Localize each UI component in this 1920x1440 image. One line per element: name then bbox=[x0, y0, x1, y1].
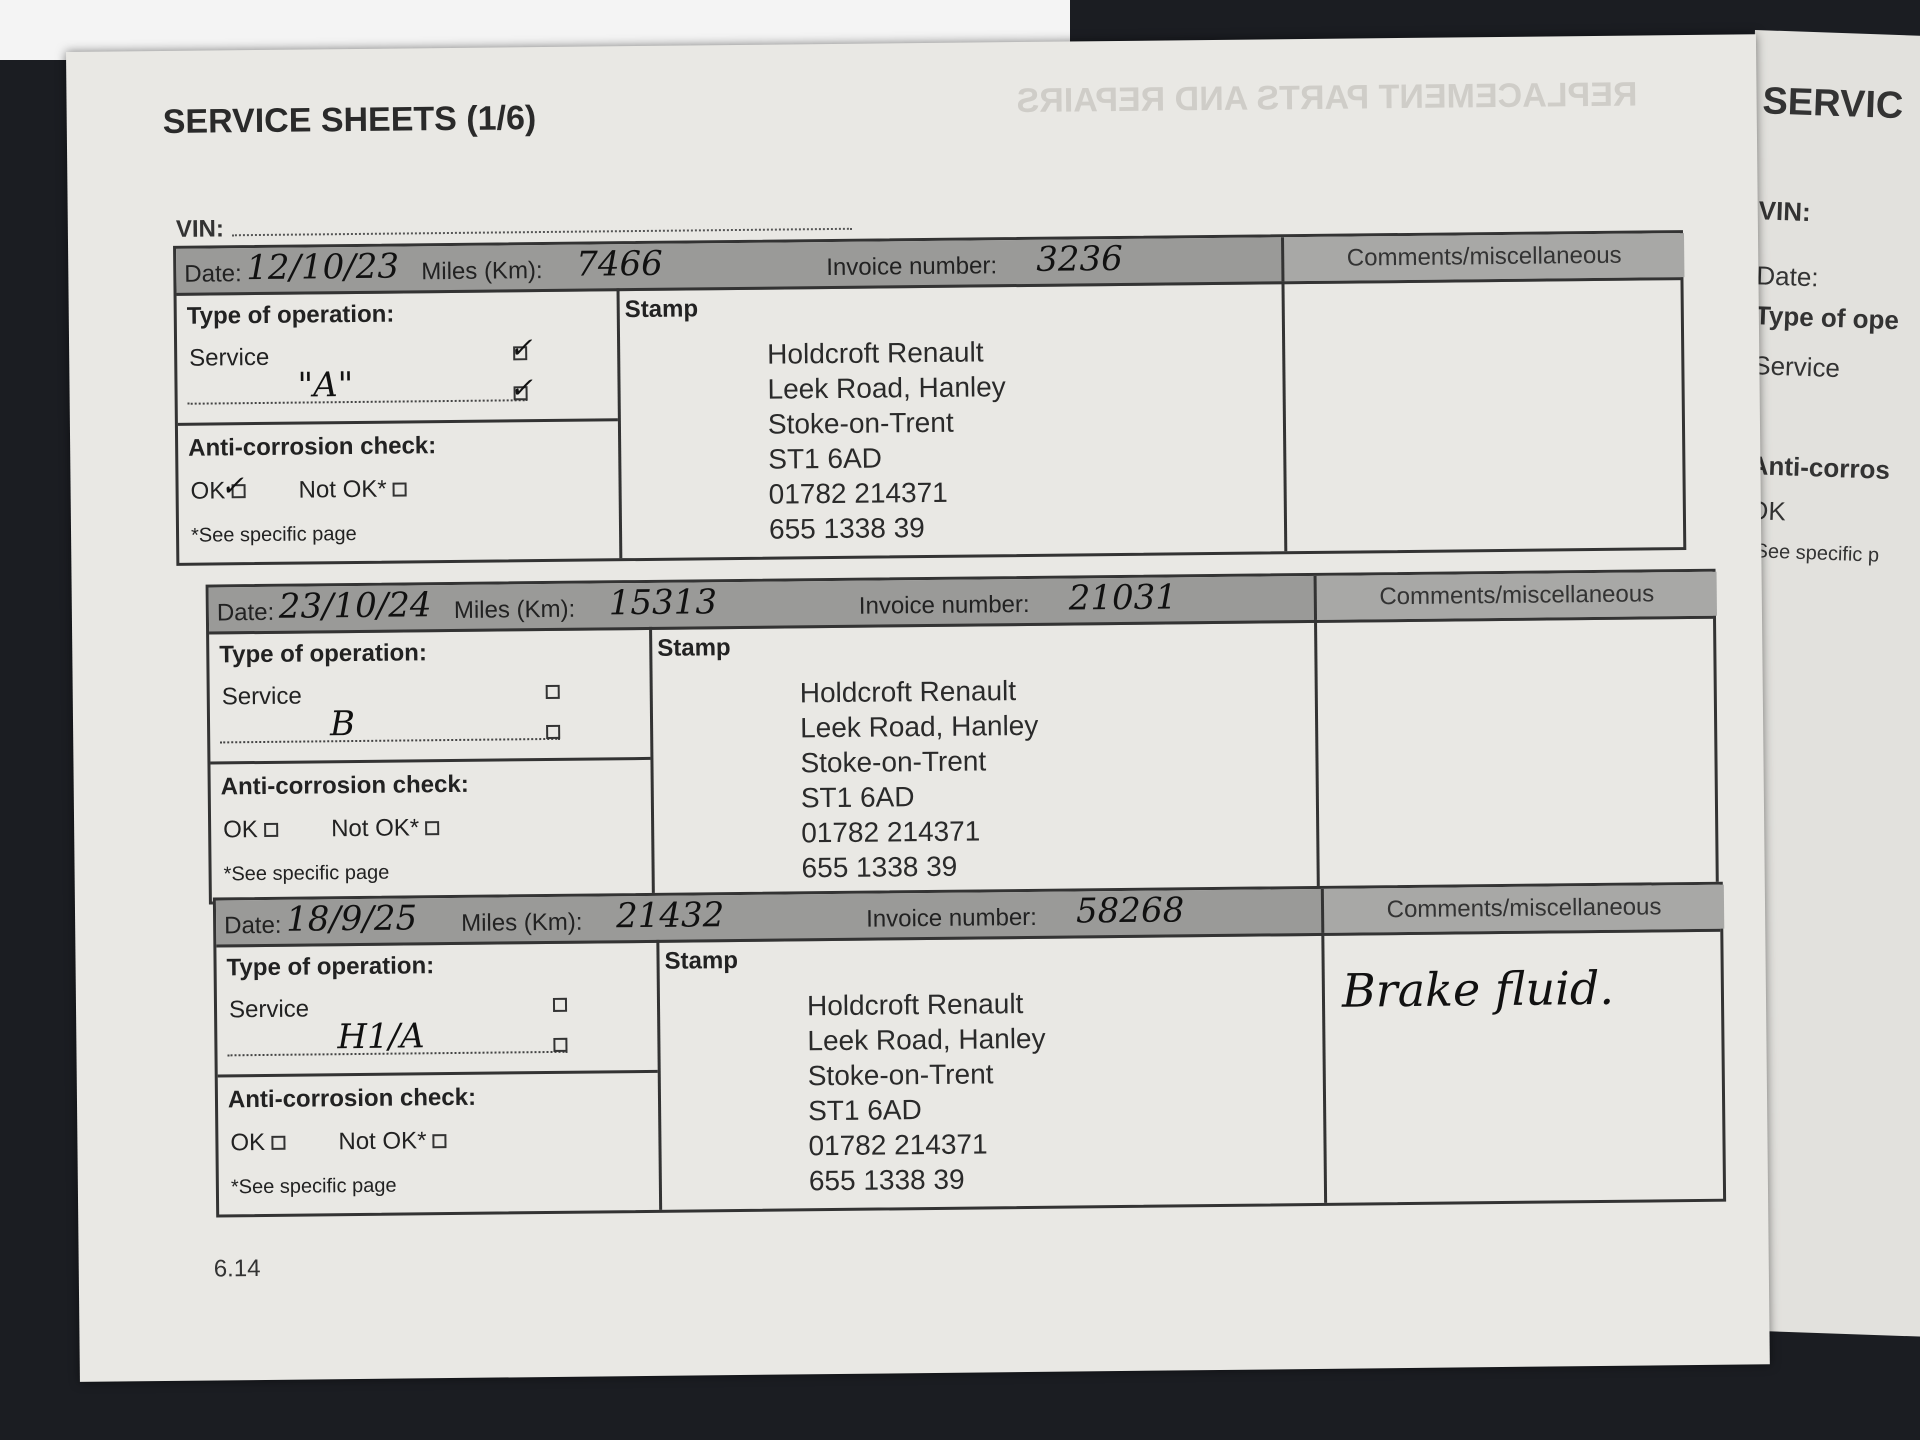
comments-value: Brake fluid. bbox=[1341, 960, 1615, 1018]
right-type-label: Type of ope bbox=[1754, 300, 1900, 336]
dealer-stamp: Holdcroft Renault Leek Road, Hanley Stoke-… bbox=[800, 673, 1040, 885]
right-service-label: Service bbox=[1752, 350, 1841, 384]
anti-corrosion-label: Anti-corrosion check: bbox=[227, 1083, 477, 1114]
bleed-through-text: REPLACEMENT PARTS AND REPAIRS bbox=[1016, 75, 1638, 121]
see-page-note: *See specific page bbox=[230, 1174, 397, 1199]
miles-label: Miles (Km): bbox=[461, 908, 583, 937]
stamp-column: Stamp Holdcroft Renault Leek Road, Hanley… bbox=[616, 281, 1288, 559]
invoice-label: Invoice number: bbox=[865, 903, 1038, 933]
invoice-label: Invoice number: bbox=[858, 590, 1030, 620]
miles-label: Miles (Km): bbox=[421, 257, 543, 286]
operation-column: Type of operation: Service ✓ "A" ✓ Anti-… bbox=[176, 288, 623, 563]
service-checkbox[interactable] bbox=[547, 991, 568, 1019]
service-entry: Date: 18/9/25 Miles (Km): 21432 Invoice … bbox=[212, 881, 1727, 1218]
stamp-line: ST1 6AD bbox=[768, 442, 883, 475]
stamp-line: Stoke-on-Trent bbox=[807, 1058, 994, 1092]
service-note-line bbox=[187, 399, 528, 405]
stamp-line: 01782 214371 bbox=[768, 476, 948, 510]
stamp-line: Stoke-on-Trent bbox=[800, 745, 987, 779]
miles-value: 15313 bbox=[608, 582, 718, 624]
stamp-line: 655 1338 39 bbox=[801, 850, 958, 884]
ok-option[interactable]: OK bbox=[223, 816, 278, 845]
service-label: Service bbox=[221, 682, 302, 711]
stamp-column: Stamp Holdcroft Renault Leek Road, Hanley… bbox=[656, 932, 1328, 1210]
page-number: 6.14 bbox=[213, 1255, 261, 1283]
stamp-line: 01782 214371 bbox=[808, 1128, 988, 1162]
type-label: Type of operation: bbox=[219, 639, 428, 669]
note-checkbox[interactable]: ✓ bbox=[509, 371, 534, 405]
stamp-label: Stamp bbox=[657, 634, 731, 662]
service-label: Service bbox=[189, 343, 270, 372]
stamp-line: Holdcroft Renault bbox=[806, 988, 1024, 1022]
date-label: Date: bbox=[184, 260, 242, 288]
stamp-label: Stamp bbox=[664, 947, 739, 975]
invoice-value: 58268 bbox=[1075, 890, 1185, 932]
stamp-line: 655 1338 39 bbox=[768, 512, 925, 545]
service-book-page: REPLACEMENT PARTS AND REPAIRS SERVICE SH… bbox=[66, 34, 1770, 1382]
see-page-note: *See specific page bbox=[223, 861, 390, 886]
anti-corrosion-label: Anti-corrosion check: bbox=[188, 432, 437, 462]
comments-header: Comments/miscellaneous bbox=[1313, 571, 1717, 620]
right-see-label: *See specific p bbox=[1746, 540, 1880, 567]
stamp-line: ST1 6AD bbox=[807, 1094, 922, 1127]
not-ok-option[interactable]: Not OK* bbox=[331, 814, 440, 843]
note-checkbox[interactable] bbox=[540, 718, 561, 746]
service-entry: Date: 23/10/24 Miles (Km): 15313 Invoice… bbox=[205, 568, 1719, 905]
dealer-stamp: Holdcroft Renault Leek Road, Hanley Stoke-… bbox=[767, 334, 1007, 546]
service-label: Service bbox=[228, 995, 310, 1024]
ok-option[interactable]: OK bbox=[230, 1129, 286, 1158]
invoice-label: Invoice number: bbox=[826, 252, 998, 282]
invoice-value: 3236 bbox=[1036, 238, 1123, 280]
dealer-stamp: Holdcroft Renault Leek Road, Hanley Stoke-… bbox=[807, 986, 1047, 1198]
stamp-line: Leek Road, Hanley bbox=[807, 1022, 1046, 1057]
stamp-line: Leek Road, Hanley bbox=[799, 709, 1039, 744]
date-value: 12/10/23 bbox=[246, 246, 400, 289]
right-page-title: SERVIC bbox=[1761, 80, 1904, 128]
see-page-note: *See specific page bbox=[190, 522, 357, 547]
date-label: Date: bbox=[224, 911, 282, 940]
stamp-line: Leek Road, Hanley bbox=[767, 371, 1006, 405]
stamp-line: Holdcroft Renault bbox=[799, 675, 1017, 709]
service-checkbox[interactable] bbox=[540, 678, 560, 706]
vin-field: VIN: bbox=[176, 209, 852, 244]
service-checkbox[interactable]: ✓ bbox=[508, 331, 533, 365]
service-note: "A" bbox=[297, 365, 354, 406]
date-value: 23/10/24 bbox=[278, 585, 432, 627]
service-note-line bbox=[220, 737, 561, 744]
ok-option[interactable]: OK ✓ bbox=[190, 469, 246, 505]
miles-value: 21432 bbox=[615, 895, 725, 937]
date-value: 18/9/25 bbox=[285, 898, 418, 940]
type-label: Type of operation: bbox=[226, 952, 435, 982]
operation-column: Type of operation: Service H1/A Anti-cor… bbox=[216, 939, 663, 1215]
page-title: SERVICE SHEETS (1/6) bbox=[162, 99, 537, 141]
right-vin-label: VIN: bbox=[1758, 195, 1812, 228]
invoice-value: 21031 bbox=[1068, 577, 1178, 619]
stamp-column: Stamp Holdcroft Renault Leek Road, Hanley… bbox=[649, 619, 1320, 897]
comments-header: Comments/miscellaneous bbox=[1281, 233, 1685, 282]
not-ok-option[interactable]: Not OK* bbox=[338, 1127, 447, 1156]
note-checkbox[interactable] bbox=[547, 1031, 568, 1059]
miles-value: 7466 bbox=[576, 243, 663, 285]
not-ok-option[interactable]: Not OK* bbox=[298, 475, 407, 504]
service-note: H1/A bbox=[337, 1016, 425, 1058]
comments-header: Comments/miscellaneous bbox=[1320, 884, 1725, 933]
stamp-line: ST1 6AD bbox=[800, 781, 915, 814]
miles-label: Miles (Km): bbox=[453, 595, 576, 624]
service-note: B bbox=[329, 704, 356, 745]
stamp-line: 01782 214371 bbox=[801, 815, 981, 849]
right-date-label: Date: bbox=[1755, 260, 1820, 293]
type-label: Type of operation: bbox=[186, 300, 395, 330]
stamp-line: 655 1338 39 bbox=[808, 1163, 965, 1197]
stamp-line: Stoke-on-Trent bbox=[767, 406, 954, 440]
stamp-line: Holdcroft Renault bbox=[767, 336, 984, 370]
date-label: Date: bbox=[216, 598, 275, 627]
right-anti-label: Anti-corros bbox=[1749, 450, 1891, 485]
stamp-label: Stamp bbox=[624, 295, 699, 324]
service-entry: Date: 12/10/23 Miles (Km): 7466 Invoice … bbox=[173, 230, 1687, 566]
anti-corrosion-label: Anti-corrosion check: bbox=[220, 770, 469, 801]
operation-column: Type of operation: Service B Anti-corros… bbox=[209, 626, 655, 902]
